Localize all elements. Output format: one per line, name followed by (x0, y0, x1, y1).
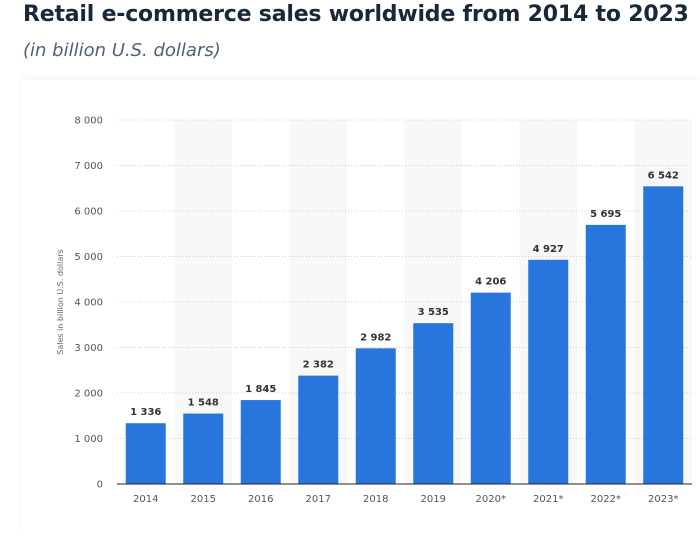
y-tick-label: 4 000 (74, 298, 103, 309)
chart-title: Retail e-commerce sales worldwide from 2… (23, 2, 689, 27)
x-tick-label: 2023* (648, 494, 678, 505)
bar-2017 (298, 375, 339, 484)
y-tick-label: 7 000 (74, 161, 103, 172)
bar-2021* (528, 259, 569, 484)
x-tick-label: 2022* (591, 494, 621, 505)
x-tick-label: 2019 (421, 494, 446, 505)
chart-subtitle: (in billion U.S. dollars) (23, 40, 221, 61)
bar-2022* (585, 224, 626, 484)
bar-2014 (125, 423, 166, 484)
data-label: 1 336 (130, 407, 161, 418)
y-tick-label: 0 (97, 480, 103, 491)
data-label: 2 982 (360, 332, 391, 343)
bar-2023* (643, 186, 684, 485)
x-tick-label: 2014 (133, 494, 158, 505)
x-tick-label: 2016 (248, 494, 273, 505)
bar-2016 (240, 400, 281, 484)
y-tick-label: 1 000 (74, 434, 103, 445)
data-label: 1 845 (245, 384, 276, 395)
data-label: 6 542 (648, 170, 679, 181)
x-tick-label: 2018 (363, 494, 388, 505)
x-tick-label: 2021* (533, 494, 563, 505)
data-label: 1 548 (188, 398, 219, 409)
y-tick-label: 6 000 (74, 207, 103, 218)
data-label: 4 927 (533, 244, 564, 255)
data-label: 5 695 (590, 209, 621, 220)
bar-2015 (183, 413, 224, 484)
y-tick-label: 5 000 (74, 252, 103, 263)
x-tick-label: 2020* (476, 494, 506, 505)
x-tick-label: 2017 (306, 494, 331, 505)
data-label: 4 206 (475, 277, 506, 288)
y-tick-label: 2 000 (74, 389, 103, 400)
y-tick-label: 8 000 (74, 116, 103, 127)
y-tick-label: 3 000 (74, 343, 103, 354)
y-axis-label: Sales in billion U.S. dollars (56, 249, 65, 355)
bar-2020* (470, 292, 511, 484)
data-label: 2 382 (303, 360, 334, 371)
data-label: 3 535 (418, 307, 449, 318)
bar-2018 (355, 348, 396, 484)
x-tick-label: 2015 (191, 494, 216, 505)
bar-2019 (413, 323, 454, 484)
